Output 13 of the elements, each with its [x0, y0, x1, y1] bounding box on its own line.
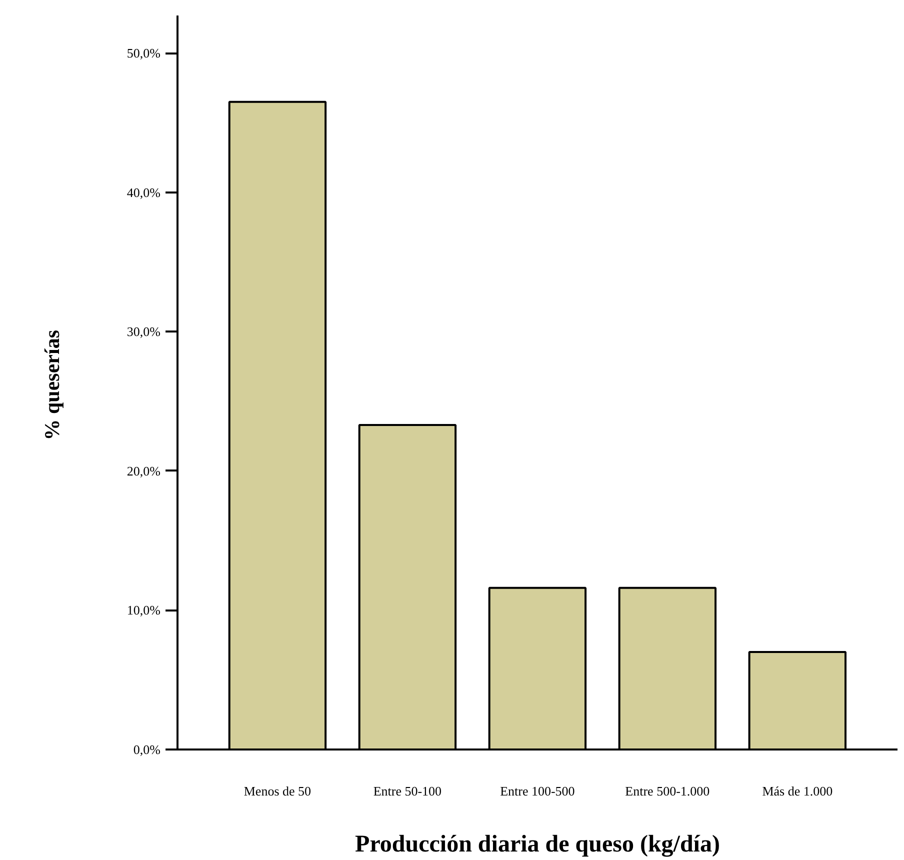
y-tick-label: 0,0% [133, 742, 161, 757]
x-tick-label: Entre 50-100 [373, 784, 442, 798]
x-tick-label: Entre 100-500 [500, 784, 575, 798]
y-tick-label: 50,0% [126, 46, 161, 61]
y-tick-label: 10,0% [126, 602, 161, 618]
y-tick-label: 40,0% [126, 184, 161, 200]
x-axis-title: Producción diaria de queso (kg/día) [355, 832, 720, 858]
x-tick-label: Menos de 50 [244, 784, 312, 798]
y-tick-label: 30,0% [126, 324, 161, 340]
y-axis-title: % queserías [40, 330, 64, 440]
y-tick-label: 20,0% [126, 463, 161, 478]
x-tick-label: Entre 500-1.000 [625, 784, 710, 798]
x-tick-label: Más de 1.000 [762, 784, 833, 798]
